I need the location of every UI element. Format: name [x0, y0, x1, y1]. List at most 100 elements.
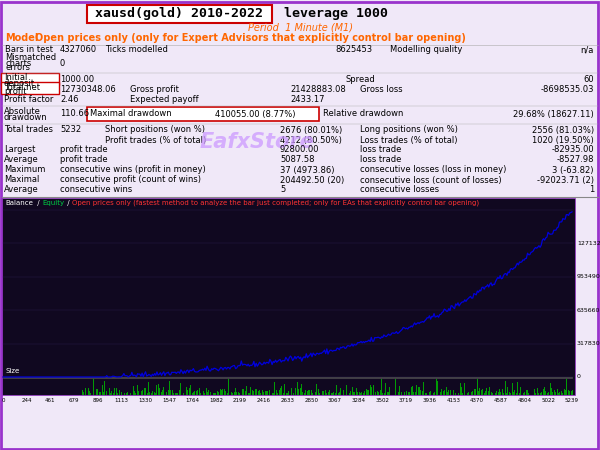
Text: 244: 244: [22, 398, 32, 403]
Text: 4804: 4804: [518, 398, 532, 403]
Text: 4212 (80.50%): 4212 (80.50%): [280, 135, 342, 144]
Text: 204492.50 (20): 204492.50 (20): [280, 176, 344, 184]
Text: 5239: 5239: [565, 398, 579, 403]
Text: 896: 896: [92, 398, 103, 403]
Text: consecutive wins: consecutive wins: [60, 185, 132, 194]
Text: 2.46: 2.46: [60, 95, 79, 104]
Text: 29.68% (18627.11): 29.68% (18627.11): [513, 109, 594, 118]
Text: Period  1 Minute (M1): Period 1 Minute (M1): [248, 23, 353, 33]
Text: consecutive profit (count of wins): consecutive profit (count of wins): [60, 176, 201, 184]
Text: 3 (-63.82): 3 (-63.82): [553, 166, 594, 175]
Text: Total trades: Total trades: [4, 126, 53, 135]
FancyBboxPatch shape: [87, 107, 319, 121]
Text: Loss trades (% of total): Loss trades (% of total): [360, 135, 458, 144]
Text: 3284: 3284: [352, 398, 365, 403]
Text: 2850: 2850: [304, 398, 318, 403]
Text: errors: errors: [5, 63, 30, 72]
FancyBboxPatch shape: [87, 5, 272, 23]
Text: 679: 679: [69, 398, 79, 403]
Text: /: /: [65, 200, 72, 206]
Text: Spread: Spread: [345, 76, 375, 85]
Text: Long positions (won %): Long positions (won %): [360, 126, 458, 135]
Text: consecutive losses (loss in money): consecutive losses (loss in money): [360, 166, 506, 175]
Text: profit: profit: [4, 87, 26, 96]
Text: 3178300: 3178300: [577, 341, 600, 346]
Text: xausd(gold) 2010-2022: xausd(gold) 2010-2022: [95, 8, 263, 21]
Text: Average: Average: [4, 185, 39, 194]
Text: 110.66: 110.66: [60, 109, 89, 118]
Text: 3936: 3936: [423, 398, 437, 403]
Text: 2416: 2416: [257, 398, 271, 403]
Text: Open prices only (fastest method to analyze the bar just completed; only for EAs: Open prices only (fastest method to anal…: [72, 200, 479, 206]
Text: Balance: Balance: [5, 200, 33, 206]
Text: Modelling quality: Modelling quality: [390, 45, 463, 54]
Text: Total net: Total net: [4, 82, 40, 91]
Text: Largest: Largest: [4, 145, 35, 154]
Text: Maximum: Maximum: [4, 166, 46, 175]
Text: 1113: 1113: [115, 398, 128, 403]
Text: 8625453: 8625453: [335, 45, 372, 54]
Text: 60: 60: [583, 76, 594, 85]
Text: Open prices only (only for Expert Advisors that explicitly control bar opening): Open prices only (only for Expert Adviso…: [35, 33, 466, 43]
Text: 3719: 3719: [399, 398, 413, 403]
Text: 6356601: 6356601: [577, 308, 600, 313]
Text: Equity: Equity: [42, 200, 64, 206]
Text: Gross loss: Gross loss: [360, 85, 403, 94]
Text: loss trade: loss trade: [360, 156, 401, 165]
FancyBboxPatch shape: [1, 82, 59, 94]
Text: Expected payoff: Expected payoff: [130, 95, 199, 104]
Text: 9534901: 9534901: [577, 274, 600, 279]
Text: 1000.00: 1000.00: [60, 76, 94, 85]
Text: -82935.00: -82935.00: [551, 145, 594, 154]
Text: charts: charts: [5, 58, 31, 68]
Text: Profit factor: Profit factor: [4, 95, 53, 104]
Text: 5: 5: [280, 185, 285, 194]
Text: Absolute: Absolute: [4, 108, 41, 117]
Text: 1764: 1764: [185, 398, 200, 403]
Text: Mismatched: Mismatched: [5, 54, 56, 63]
Text: -8527.98: -8527.98: [557, 156, 594, 165]
Text: 2433.17: 2433.17: [290, 95, 325, 104]
Bar: [2, 198, 575, 395]
Text: 0: 0: [577, 374, 581, 379]
Text: loss trade: loss trade: [360, 145, 401, 154]
Text: Initial: Initial: [4, 73, 28, 82]
Text: Bars in test: Bars in test: [5, 45, 53, 54]
Text: Short positions (won %): Short positions (won %): [105, 126, 205, 135]
Text: consecutive wins (profit in money): consecutive wins (profit in money): [60, 166, 206, 175]
Text: 1271320: 1271320: [577, 241, 600, 246]
Text: 2199: 2199: [233, 398, 247, 403]
Text: 5022: 5022: [541, 398, 555, 403]
Text: leverage 1000: leverage 1000: [276, 8, 388, 21]
Text: Maximal: Maximal: [4, 176, 40, 184]
Text: 4327060: 4327060: [60, 45, 97, 54]
Text: 0: 0: [60, 58, 65, 68]
Text: 410055.00 (8.77%): 410055.00 (8.77%): [215, 109, 296, 118]
Text: 2633: 2633: [281, 398, 295, 403]
Text: 4153: 4153: [446, 398, 460, 403]
Text: 1330: 1330: [138, 398, 152, 403]
Text: 4370: 4370: [470, 398, 484, 403]
Text: consecutive loss (count of losses): consecutive loss (count of losses): [360, 176, 502, 184]
Text: Relative drawdown: Relative drawdown: [323, 109, 403, 118]
Text: EafxStore: EafxStore: [200, 132, 315, 152]
Text: -92023.71 (2): -92023.71 (2): [537, 176, 594, 184]
Text: /: /: [35, 200, 42, 206]
Text: 5232: 5232: [60, 126, 81, 135]
Text: 37 (4973.86): 37 (4973.86): [280, 166, 335, 175]
Text: 0: 0: [1, 398, 5, 403]
Text: Size: Size: [5, 368, 19, 374]
Text: -8698535.03: -8698535.03: [541, 85, 594, 94]
Text: Gross profit: Gross profit: [130, 85, 179, 94]
Text: 1982: 1982: [209, 398, 223, 403]
Text: 2676 (80.01%): 2676 (80.01%): [280, 126, 342, 135]
Text: 461: 461: [45, 398, 56, 403]
Text: drawdown: drawdown: [4, 112, 47, 122]
Text: 1: 1: [589, 185, 594, 194]
Text: profit trade: profit trade: [60, 145, 107, 154]
Text: 3067: 3067: [328, 398, 342, 403]
Text: profit trade: profit trade: [60, 156, 107, 165]
Text: 5087.58: 5087.58: [280, 156, 314, 165]
Text: 4587: 4587: [494, 398, 508, 403]
Text: Ticks modelled: Ticks modelled: [105, 45, 168, 54]
